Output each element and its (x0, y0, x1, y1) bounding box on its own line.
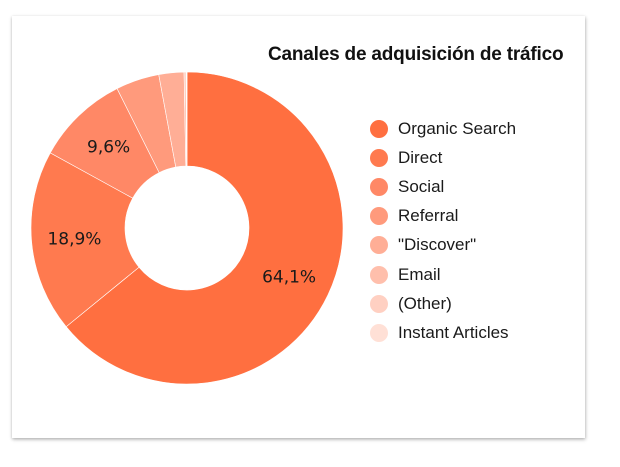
legend-dot-icon (370, 207, 388, 226)
legend-item[interactable]: Social (370, 172, 516, 201)
legend-item[interactable]: Organic Search (370, 114, 516, 143)
legend-item[interactable]: (Other) (370, 289, 516, 318)
legend-label: Referral (398, 206, 459, 226)
legend-label: Email (398, 264, 441, 284)
legend-item[interactable]: Instant Articles (370, 318, 516, 347)
legend-label: Social (398, 176, 445, 196)
slice-value-label: 18,9% (47, 229, 101, 249)
legend-dot-icon (370, 177, 388, 196)
legend-dot-icon (370, 148, 388, 167)
slice-value-label: 9,6% (87, 138, 130, 158)
slice-value-label: 64,1% (262, 267, 316, 287)
legend-item[interactable]: Direct (370, 143, 516, 172)
legend-item[interactable]: Email (370, 260, 516, 289)
legend-label: Direct (398, 147, 443, 167)
legend-label: (Other) (398, 293, 452, 313)
legend-dot-icon (370, 236, 388, 255)
legend-item[interactable]: "Discover" (370, 231, 516, 260)
legend-dot-icon (370, 294, 388, 313)
chart-legend: Organic Search Direct Social Referral "Disco… (370, 114, 516, 348)
legend-dot-icon (370, 119, 388, 138)
legend-item[interactable]: Referral (370, 202, 516, 231)
donut-slice-direct[interactable] (30, 152, 140, 328)
legend-dot-icon (370, 265, 388, 284)
legend-label: Instant Articles (398, 322, 509, 342)
legend-dot-icon (370, 323, 388, 342)
legend-label: Organic Search (398, 118, 517, 138)
legend-label: "Discover" (398, 235, 477, 255)
chart-title: Canales de adquisición de tráfico (268, 44, 564, 65)
donut-slice-organic-search[interactable] (65, 71, 344, 385)
